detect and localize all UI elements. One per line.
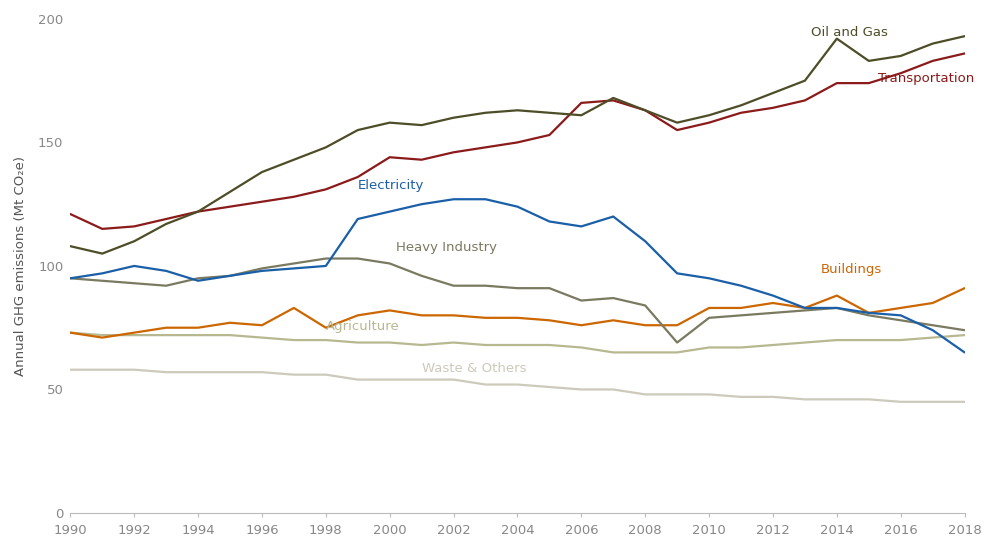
Text: Waste & Others: Waste & Others xyxy=(422,361,526,375)
Text: Heavy Industry: Heavy Industry xyxy=(396,241,497,253)
Text: Electricity: Electricity xyxy=(358,179,424,192)
Text: Buildings: Buildings xyxy=(821,263,882,276)
Text: Oil and Gas: Oil and Gas xyxy=(811,26,888,39)
Text: Transportation: Transportation xyxy=(878,72,975,85)
Y-axis label: Annual GHG emissions (Mt CO₂e): Annual GHG emissions (Mt CO₂e) xyxy=(14,156,27,376)
Text: Agriculture: Agriculture xyxy=(326,320,400,333)
